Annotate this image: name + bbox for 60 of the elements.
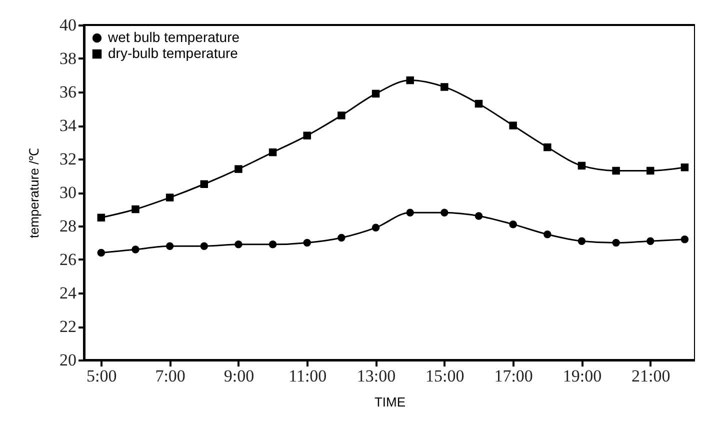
point (578, 162, 586, 170)
y-tick-label: 34 (60, 116, 77, 135)
point (440, 83, 448, 91)
point (303, 132, 311, 140)
point (166, 242, 174, 250)
x-tick-label: 9:00 (224, 366, 254, 386)
point (372, 224, 380, 232)
y-tick-label: 40 (60, 16, 76, 34)
y-tick-label: 26 (60, 250, 76, 269)
point (680, 236, 689, 244)
point (612, 166, 620, 175)
point (200, 242, 208, 250)
y-tick-label: 36 (60, 82, 76, 102)
x-tick-label: 7:00 (155, 366, 186, 386)
legend-label: wet bulb temperature (107, 29, 240, 45)
point (544, 143, 552, 152)
point (200, 180, 208, 188)
x-tick-label: 21:00 (632, 366, 670, 386)
y-axis-title: temperature /℃ (26, 148, 42, 238)
y-tick-label: 22 (60, 317, 76, 336)
point (338, 234, 346, 242)
point (132, 246, 140, 254)
x-axis-title: TIME (374, 394, 406, 410)
point (406, 208, 414, 216)
x-tick-label: 17:00 (494, 366, 533, 386)
point (646, 237, 654, 245)
y-tick-label: 38 (60, 49, 76, 68)
point (234, 240, 242, 248)
x-tick-label: 19:00 (562, 366, 602, 386)
y-tick-label: 32 (60, 150, 76, 168)
point (406, 76, 414, 84)
point (474, 212, 483, 220)
point (97, 214, 106, 222)
point (509, 220, 517, 228)
y-tick-label: 30 (60, 183, 76, 202)
point (474, 100, 483, 108)
x-tick-label: 13:00 (356, 366, 396, 386)
point (578, 237, 586, 245)
point (303, 238, 311, 247)
point (132, 205, 140, 214)
y-tick-label: 28 (60, 216, 76, 236)
point (509, 122, 517, 130)
x-tick-label: 5:00 (86, 366, 117, 386)
point (646, 166, 654, 175)
legend-label: dry-bulb temperature (108, 45, 238, 61)
point (97, 248, 106, 257)
point (268, 148, 277, 156)
point (166, 194, 174, 202)
point (372, 90, 380, 98)
point (612, 238, 620, 247)
y-tick-label: 24 (60, 284, 77, 302)
point (440, 208, 448, 216)
point (680, 164, 689, 172)
point (234, 165, 242, 173)
point (338, 112, 346, 120)
point (544, 230, 552, 238)
y-tick-label: 20 (60, 350, 76, 370)
x-tick-label: 15:00 (426, 366, 464, 386)
point (268, 240, 277, 248)
x-tick-label: 11:00 (288, 366, 327, 386)
